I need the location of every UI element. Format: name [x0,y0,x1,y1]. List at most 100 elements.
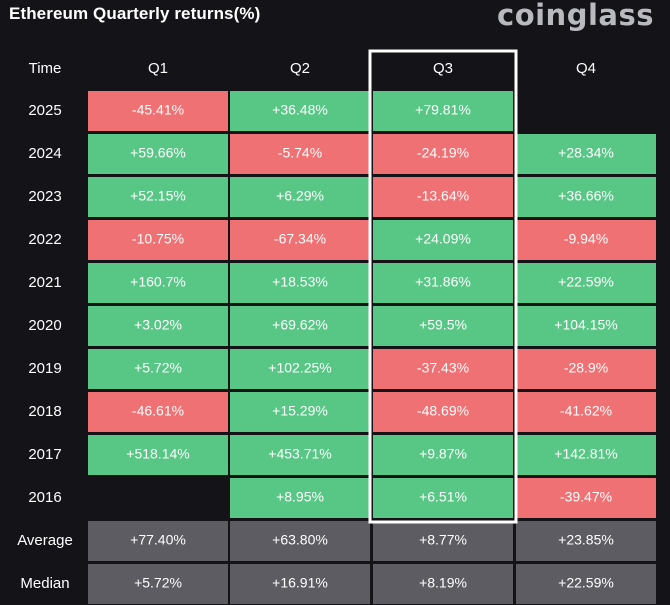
cell-value-2021-q3: +31.86% [415,274,471,290]
table-row-2022: 2022 -10.75% -67.34% +24.09% -9.94% [28,220,656,260]
cell-2023-q1 [88,177,228,217]
cell-2020-q1 [88,306,228,346]
cell-2022-q1 [88,220,228,260]
cell-average-q4 [516,521,656,561]
row-label-2020: 2020 [28,317,61,334]
row-label-2016: 2016 [28,489,61,506]
cell-2023-q3 [373,177,513,217]
cell-value-2019-q3: -37.43% [417,360,469,376]
cell-value-2017-q3: +9.87% [419,446,467,462]
column-header-q3: Q3 [433,60,453,77]
cell-value-2016-q3: +6.51% [419,489,467,505]
cell-value-2019-q4: -28.9% [564,360,608,376]
cell-average-q3 [373,521,513,561]
cell-value-2018-q2: +15.29% [272,403,328,419]
cell-2023-q2 [230,177,370,217]
cell-2023-q4 [516,177,656,217]
cell-value-2020-q3: +59.5% [419,317,467,333]
cell-value-2018-q4: -41.62% [560,403,612,419]
cell-value-median-q2: +16.91% [272,575,328,591]
cell-2016-q4 [516,478,656,518]
table-row-2019: 2019 +5.72% +102.25% -37.43% -28.9% [28,349,656,389]
cell-2021-q2 [230,263,370,303]
row-label-2025: 2025 [28,102,61,119]
cell-value-2022-q4: -9.94% [564,231,608,247]
cell-value-2017-q1: +518.14% [126,446,189,462]
cell-value-2019-q1: +5.72% [134,360,182,376]
cell-value-2022-q3: +24.09% [415,231,471,247]
cell-2021-q3 [373,263,513,303]
cell-median-q2 [230,564,370,604]
cell-value-2025-q3: +79.81% [415,102,471,118]
cell-value-2024-q1: +59.66% [130,145,186,161]
highlight-frame-q3 [368,49,518,524]
cell-value-2016-q2: +8.95% [276,489,324,505]
cell-value-2019-q2: +102.25% [268,360,331,376]
cell-value-2021-q1: +160.7% [130,274,186,290]
row-label-2018: 2018 [28,403,61,420]
table-row-2017: 2017 +518.14% +453.71% +9.87% +142.81% [28,435,656,475]
cell-2016-q2 [230,478,370,518]
cell-value-2025-q2: +36.48% [272,102,328,118]
cell-value-2017-q4: +142.81% [554,446,617,462]
cell-2019-q3 [373,349,513,389]
cell-value-average-q1: +77.40% [130,532,186,548]
cell-value-2016-q4: -39.47% [560,489,612,505]
cell-2019-q4 [516,349,656,389]
cell-2017-q4 [516,435,656,475]
cell-value-2024-q2: -5.74% [278,145,322,161]
cell-value-2024-q3: -24.19% [417,145,469,161]
cell-value-2025-q1: -45.41% [132,102,184,118]
cell-average-q2 [230,521,370,561]
cell-2025-q1 [88,91,228,131]
cell-2018-q4 [516,392,656,432]
cell-2025-q2 [230,91,370,131]
cell-2019-q1 [88,349,228,389]
table-row-2020: 2020 +3.02% +69.62% +59.5% +104.15% [28,306,656,346]
cell-median-q3 [373,564,513,604]
cell-value-2020-q1: +3.02% [134,317,182,333]
cell-value-2024-q4: +28.34% [558,145,614,161]
cell-value-2021-q2: +18.53% [272,274,328,290]
row-label-2024: 2024 [28,145,61,162]
cell-value-2018-q3: -48.69% [417,403,469,419]
cell-value-2022-q1: -10.75% [132,231,184,247]
cell-2024-q4 [516,134,656,174]
cell-value-2023-q2: +6.29% [276,188,324,204]
cell-median-q4 [516,564,656,604]
cell-2020-q3 [373,306,513,346]
table-row-2024: 2024 +59.66% -5.74% -24.19% +28.34% [28,134,656,174]
cell-value-2020-q4: +104.15% [554,317,617,333]
cell-2022-q4 [516,220,656,260]
cell-2020-q4 [516,306,656,346]
table-row-2016: 2016 +8.95% +6.51% -39.47% [28,478,656,518]
cell-2017-q1 [88,435,228,475]
cell-value-2022-q2: -67.34% [274,231,326,247]
cell-2021-q1 [88,263,228,303]
cell-value-2023-q4: +36.66% [558,188,614,204]
cell-value-2017-q2: +453.71% [268,446,331,462]
cell-2017-q3 [373,435,513,475]
table-row-2021: 2021 +160.7% +18.53% +31.86% +22.59% [28,263,656,303]
coinglass-logo: coinglass [497,0,654,32]
row-label-2023: 2023 [28,188,61,205]
table-row-2025: 2025 -45.41% +36.48% +79.81% [28,91,513,131]
cell-2017-q2 [230,435,370,475]
column-header-q1: Q1 [148,60,168,77]
cell-value-median-q1: +5.72% [134,575,182,591]
cell-2019-q2 [230,349,370,389]
cell-2016-q3 [373,478,513,518]
cell-value-2020-q2: +69.62% [272,317,328,333]
column-header-q4: Q4 [576,60,596,77]
cell-2018-q2 [230,392,370,432]
cell-value-2023-q3: -13.64% [417,188,469,204]
row-label-2021: 2021 [28,274,61,291]
cell-value-2023-q1: +52.15% [130,188,186,204]
row-label-2017: 2017 [28,446,61,463]
cell-2022-q3 [373,220,513,260]
cell-2021-q4 [516,263,656,303]
cell-2022-q2 [230,220,370,260]
cell-2018-q1 [88,392,228,432]
corner-label-time: Time [29,60,62,77]
